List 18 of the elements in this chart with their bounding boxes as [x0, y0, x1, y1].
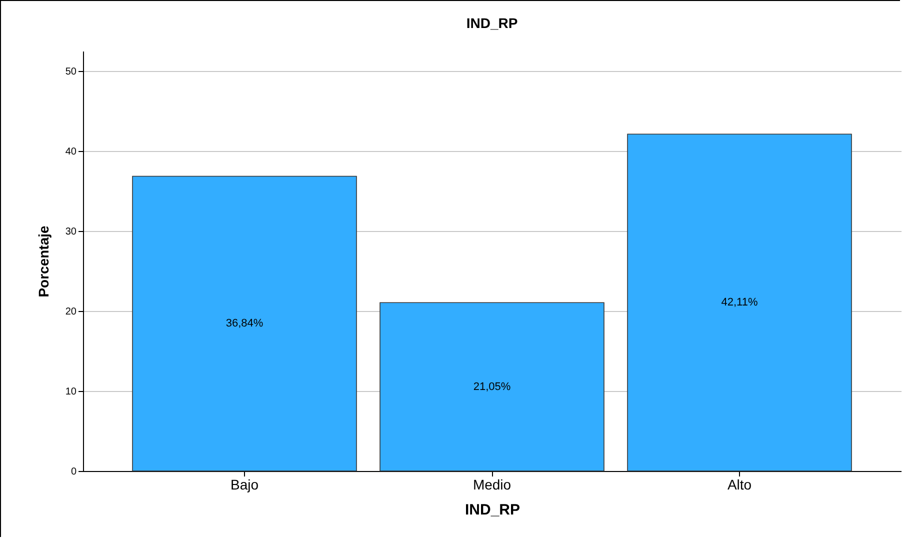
x-tick-label: Bajo: [230, 476, 259, 492]
y-tick-label: 40: [65, 146, 77, 158]
bar: [380, 302, 604, 472]
y-tick-label: 50: [65, 66, 77, 78]
bar: [627, 134, 852, 472]
y-tick-label: 20: [65, 306, 77, 318]
bar: [132, 176, 357, 472]
y-tick-label: 30: [65, 226, 77, 238]
y-tick-label: 0: [70, 466, 77, 478]
data-label: 21,05%: [473, 380, 511, 393]
y-axis-title: Porcentaje: [35, 225, 52, 298]
x-axis-title: IND_RP: [464, 502, 520, 518]
y-tick-label: 10: [65, 386, 77, 398]
chart-title: IND_RP: [466, 15, 518, 31]
data-label: 36,84%: [226, 318, 264, 330]
x-tick-label: Medio: [472, 476, 512, 492]
data-label: 42,11%: [721, 296, 758, 309]
x-tick-label: Alto: [727, 476, 752, 492]
